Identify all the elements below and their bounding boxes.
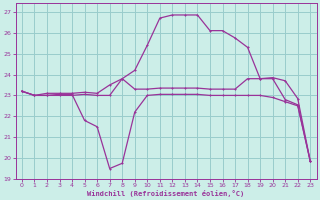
X-axis label: Windchill (Refroidissement éolien,°C): Windchill (Refroidissement éolien,°C) bbox=[87, 190, 245, 197]
